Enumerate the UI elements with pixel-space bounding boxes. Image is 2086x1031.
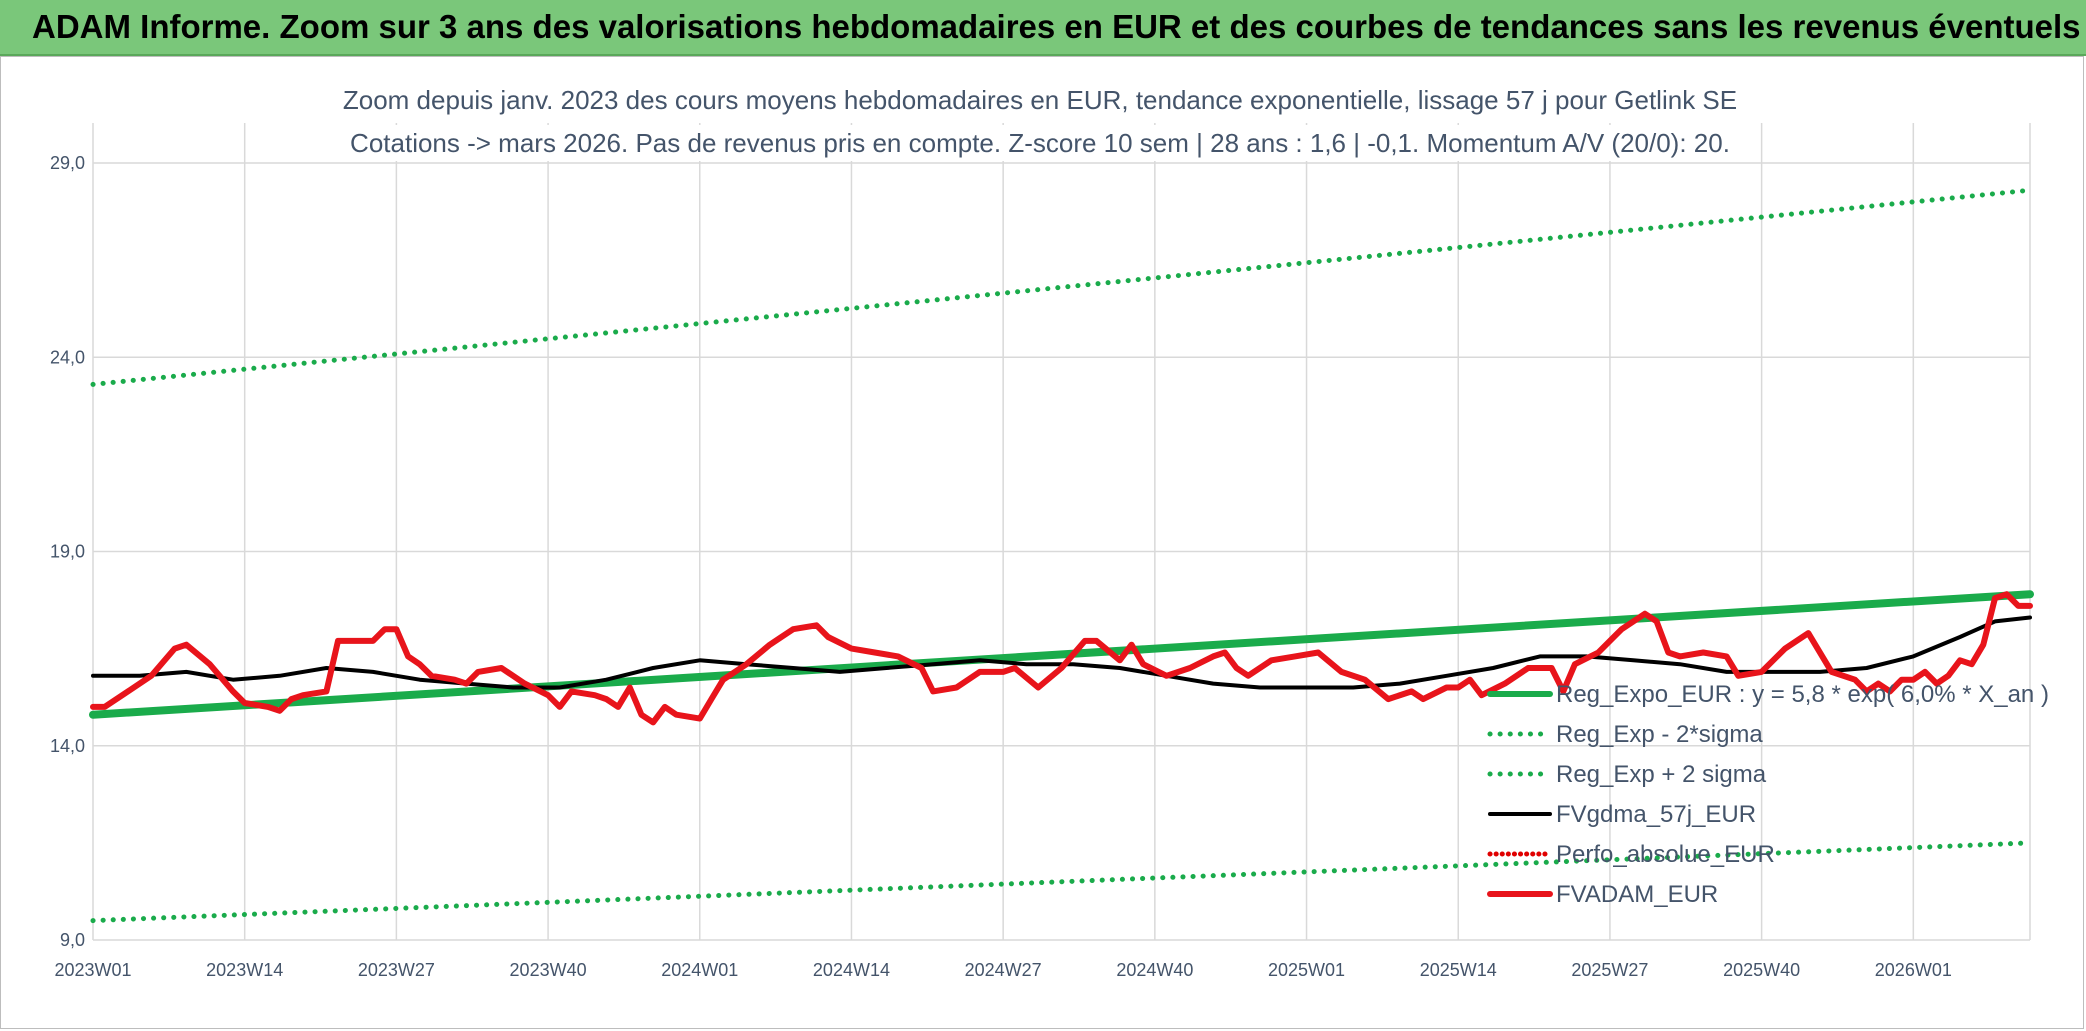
chart-title-line-1: Zoom depuis janv. 2023 des cours moyens … bbox=[343, 85, 1737, 115]
x-tick-label: 2025W40 bbox=[1723, 960, 1800, 980]
x-axis: 2023W01 2023W14 2023W27 2023W40 2024W01 2024W… bbox=[54, 960, 1951, 980]
x-tick-label: 2025W01 bbox=[1268, 960, 1345, 980]
y-tick-label: 14,0 bbox=[50, 736, 85, 756]
report-title: ADAM Informe. Zoom sur 3 ans des valoris… bbox=[32, 8, 2081, 45]
y-tick-label: 9,0 bbox=[60, 930, 85, 950]
x-tick-label: 2023W40 bbox=[510, 960, 587, 980]
x-tick-label: 2024W14 bbox=[813, 960, 890, 980]
legend-label: Reg_Exp + 2 sigma bbox=[1556, 761, 1767, 788]
legend-label: FVgdma_57j_EUR bbox=[1556, 801, 1756, 828]
legend-label: Perfo_absolue_EUR bbox=[1556, 841, 1775, 868]
y-axis: 9,0 14,0 19,0 24,0 29,0 bbox=[50, 153, 85, 950]
x-tick-label: 2023W27 bbox=[358, 960, 435, 980]
legend-label: Reg_Expo_EUR : y = 5,8 * exp( 6,0% * X_a… bbox=[1556, 681, 2049, 708]
y-tick-label: 29,0 bbox=[50, 153, 85, 173]
legend-label: Reg_Exp - 2*sigma bbox=[1556, 721, 1763, 748]
series-line-reg-expo-eur bbox=[89, 590, 2034, 719]
x-tick-label: 2026W01 bbox=[1875, 960, 1952, 980]
x-tick-label: 2024W01 bbox=[661, 960, 738, 980]
title-line-2-bg bbox=[368, 125, 1712, 161]
legend-label: FVADAM_EUR bbox=[1556, 881, 1718, 908]
y-tick-label: 24,0 bbox=[50, 347, 85, 367]
grid-lines bbox=[92, 123, 2031, 941]
chart-title: Zoom depuis janv. 2023 des cours moyens … bbox=[343, 82, 1737, 161]
series-lines bbox=[89, 187, 2034, 924]
series-line-reg-exp bbox=[90, 187, 2033, 387]
title-line-1-bg bbox=[372, 82, 1708, 118]
x-tick-label: 2025W27 bbox=[1571, 960, 1648, 980]
report-banner: ADAM Informe. Zoom sur 3 ans des valoris… bbox=[0, 0, 2086, 56]
x-tick-label: 2024W27 bbox=[965, 960, 1042, 980]
x-tick-label: 2023W01 bbox=[54, 960, 131, 980]
y-tick-label: 19,0 bbox=[50, 542, 85, 562]
x-tick-label: 2025W14 bbox=[1420, 960, 1497, 980]
series-line-reg-exp bbox=[90, 840, 2033, 924]
chart-title-line-2: Cotations -> mars 2026. Pas de revenus p… bbox=[350, 128, 1730, 158]
series-line-fvgdma-57j-eur bbox=[91, 615, 2032, 690]
legend: Reg_Expo_EUR : y = 5,8 * exp( 6,0% * X_a… bbox=[1487, 681, 2049, 908]
chart-frame bbox=[0, 56, 2084, 1029]
series-line-fvadam-eur bbox=[90, 591, 2033, 726]
x-tick-label: 2023W14 bbox=[206, 960, 283, 980]
x-tick-label: 2024W40 bbox=[1116, 960, 1193, 980]
